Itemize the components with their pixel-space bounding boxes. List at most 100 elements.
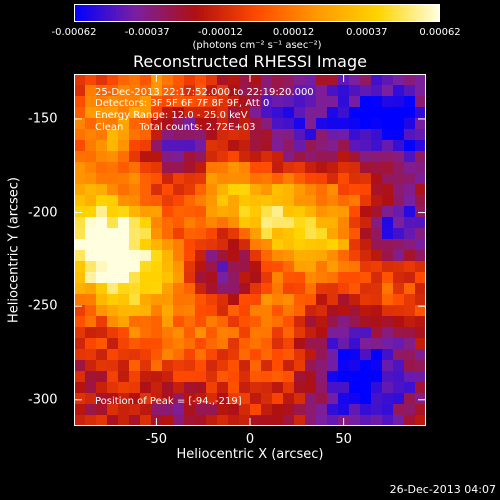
heatmap-cell bbox=[140, 173, 152, 185]
heatmap-cell bbox=[305, 261, 317, 273]
heatmap-cell bbox=[195, 371, 207, 383]
heatmap-cell bbox=[283, 360, 295, 372]
heatmap-cell bbox=[349, 316, 361, 328]
heatmap-cell bbox=[118, 107, 130, 119]
heatmap-cell bbox=[239, 327, 251, 339]
heatmap-cell bbox=[184, 360, 196, 372]
heatmap-cell bbox=[272, 228, 284, 240]
heatmap-cell bbox=[261, 382, 273, 394]
heatmap-cell bbox=[118, 184, 130, 196]
heatmap-cell bbox=[404, 327, 416, 339]
heatmap-cell bbox=[151, 206, 163, 218]
heatmap-cell bbox=[393, 118, 405, 130]
heatmap-cell bbox=[415, 206, 426, 218]
heatmap-cell bbox=[294, 393, 306, 405]
heatmap-cell bbox=[195, 360, 207, 372]
heatmap-cell bbox=[184, 382, 196, 394]
heatmap-cell bbox=[129, 140, 141, 152]
heatmap-cell bbox=[239, 393, 251, 405]
heatmap-cell bbox=[404, 217, 416, 229]
heatmap-cell bbox=[283, 173, 295, 185]
heatmap-cell bbox=[107, 393, 119, 405]
heatmap-cell bbox=[316, 393, 328, 405]
heatmap-cell bbox=[371, 184, 383, 196]
heatmap-cell bbox=[74, 415, 86, 426]
heatmap-cell bbox=[206, 107, 218, 119]
heatmap-cell bbox=[305, 371, 317, 383]
heatmap-cell bbox=[349, 151, 361, 163]
heatmap-cell bbox=[173, 206, 185, 218]
heatmap-cell bbox=[415, 184, 426, 196]
heatmap-cell bbox=[217, 184, 229, 196]
heatmap-cell bbox=[415, 74, 426, 86]
heatmap-cell bbox=[272, 140, 284, 152]
heatmap-cell bbox=[173, 195, 185, 207]
heatmap-cell bbox=[338, 305, 350, 317]
heatmap-cell bbox=[195, 250, 207, 262]
heatmap-cell bbox=[184, 338, 196, 350]
heatmap-cell bbox=[217, 74, 229, 86]
heatmap-cell bbox=[162, 173, 174, 185]
heatmap-cell bbox=[404, 382, 416, 394]
heatmap-cell bbox=[305, 173, 317, 185]
heatmap-cell bbox=[74, 360, 86, 372]
heatmap-cell bbox=[360, 184, 372, 196]
heatmap-cell bbox=[206, 118, 218, 130]
heatmap-cell bbox=[371, 228, 383, 240]
heatmap-cell bbox=[316, 305, 328, 317]
heatmap-cell bbox=[393, 283, 405, 295]
heatmap-cell bbox=[85, 294, 97, 306]
heatmap-cell bbox=[118, 415, 130, 426]
heatmap-cell bbox=[118, 283, 130, 295]
heatmap-cell bbox=[140, 382, 152, 394]
heatmap-cell bbox=[283, 283, 295, 295]
heatmap-cell bbox=[74, 206, 86, 218]
heatmap-cell bbox=[74, 327, 86, 339]
heatmap-cell bbox=[393, 316, 405, 328]
heatmap-cell bbox=[294, 151, 306, 163]
colorbar bbox=[74, 4, 440, 22]
heatmap-cell bbox=[360, 305, 372, 317]
heatmap-cell bbox=[239, 217, 251, 229]
heatmap-cell bbox=[404, 206, 416, 218]
heatmap-cell bbox=[294, 217, 306, 229]
heatmap-cell bbox=[316, 162, 328, 174]
heatmap-cell bbox=[173, 85, 185, 97]
heatmap-cell bbox=[371, 393, 383, 405]
heatmap-cell bbox=[327, 327, 339, 339]
heatmap-cell bbox=[360, 261, 372, 273]
heatmap-cell bbox=[294, 382, 306, 394]
heatmap-cell bbox=[371, 96, 383, 108]
heatmap-cell bbox=[261, 294, 273, 306]
heatmap-cell bbox=[85, 349, 97, 361]
heatmap-cell bbox=[338, 272, 350, 284]
heatmap-cell bbox=[140, 250, 152, 262]
heatmap-cell bbox=[107, 118, 119, 130]
heatmap-cell bbox=[85, 140, 97, 152]
heatmap-cell bbox=[294, 294, 306, 306]
heatmap-cell bbox=[85, 217, 97, 229]
heatmap-cell bbox=[184, 250, 196, 262]
heatmap-cell bbox=[261, 327, 273, 339]
heatmap-cell bbox=[415, 195, 426, 207]
heatmap-cell bbox=[360, 118, 372, 130]
heatmap-cell bbox=[107, 382, 119, 394]
heatmap-cell bbox=[96, 239, 108, 251]
heatmap-cell bbox=[316, 228, 328, 240]
heatmap-cell bbox=[239, 129, 251, 141]
heatmap-cell bbox=[283, 415, 295, 426]
heatmap-cell bbox=[316, 151, 328, 163]
heatmap-cell bbox=[129, 250, 141, 262]
heatmap-cell bbox=[360, 250, 372, 262]
heatmap-cell bbox=[107, 371, 119, 383]
heatmap-cell bbox=[382, 415, 394, 426]
heatmap-cell bbox=[107, 228, 119, 240]
heatmap-cell bbox=[107, 195, 119, 207]
heatmap-cell bbox=[349, 195, 361, 207]
heatmap-cell bbox=[206, 261, 218, 273]
heatmap-cell bbox=[294, 195, 306, 207]
heatmap-cell bbox=[272, 338, 284, 350]
heatmap-cell bbox=[129, 151, 141, 163]
heatmap-cell bbox=[349, 129, 361, 141]
heatmap-cell bbox=[140, 162, 152, 174]
